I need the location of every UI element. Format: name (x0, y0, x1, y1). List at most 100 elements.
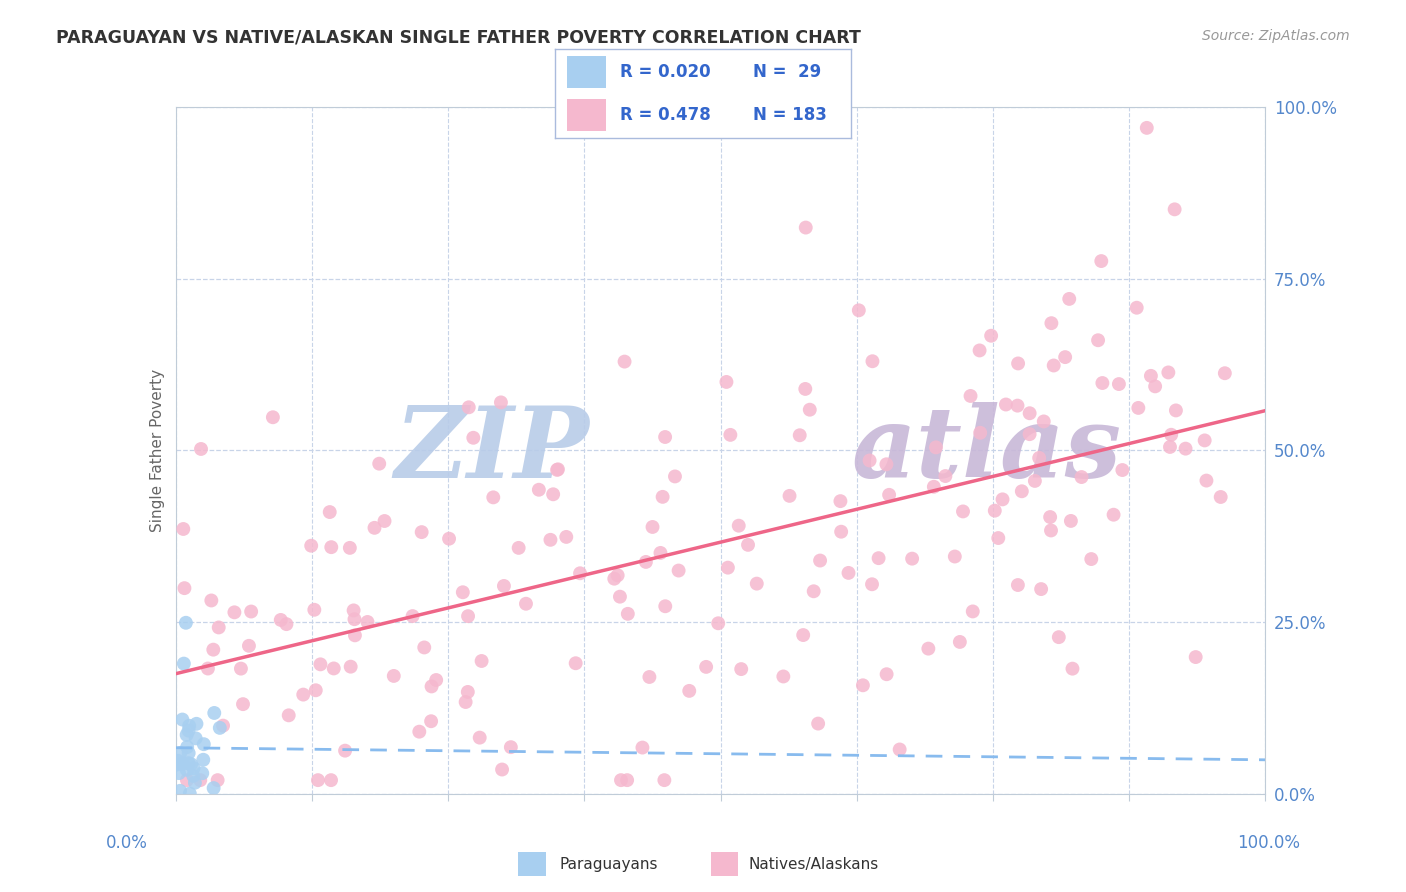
Text: Natives/Alaskans: Natives/Alaskans (748, 857, 879, 871)
Text: ZIP: ZIP (395, 402, 591, 499)
Point (792, 628, 814, 642)
Point (634, 555, 657, 569)
Point (794, 382, 817, 396)
Point (984, 503, 1007, 517)
Point (1144, 379, 1167, 393)
Point (411, 525, 433, 540)
Point (165, 757, 187, 772)
Point (1042, 359, 1064, 373)
Point (848, 303, 870, 318)
Point (292, 688, 315, 702)
Point (925, 441, 948, 455)
Point (373, 514, 395, 528)
Point (508, 541, 530, 555)
Point (1128, 401, 1150, 415)
Point (943, 549, 966, 564)
Point (876, 667, 898, 681)
Point (408, 724, 430, 739)
Point (299, 539, 322, 553)
Point (555, 530, 578, 544)
Point (668, 564, 690, 578)
Point (858, 453, 880, 467)
Point (1040, 316, 1063, 330)
Point (232, 697, 254, 711)
Point (193, 753, 215, 767)
Point (737, 538, 759, 552)
Point (343, 612, 366, 626)
Point (1024, 474, 1046, 488)
Point (191, 766, 214, 780)
Point (343, 628, 366, 642)
Point (173, 657, 195, 671)
Point (717, 560, 740, 574)
Point (1054, 350, 1077, 364)
Point (188, 773, 211, 788)
Point (382, 669, 405, 683)
Point (1007, 356, 1029, 370)
Point (172, 756, 194, 771)
Point (1108, 377, 1130, 392)
Point (193, 737, 215, 751)
Point (901, 551, 924, 566)
Point (277, 708, 299, 723)
Point (707, 616, 730, 631)
Point (772, 669, 794, 683)
Bar (567, 56, 606, 88)
Point (177, 746, 200, 760)
Point (177, 756, 200, 771)
Point (180, 757, 202, 772)
Point (949, 635, 972, 649)
Point (451, 585, 474, 599)
Point (309, 657, 332, 672)
Point (609, 590, 631, 604)
Point (922, 480, 945, 494)
Text: N =  29: N = 29 (754, 63, 821, 81)
Point (172, 522, 194, 536)
Point (305, 683, 328, 698)
Point (638, 670, 661, 684)
Point (616, 773, 638, 788)
Point (969, 343, 991, 358)
Point (262, 410, 284, 425)
Point (176, 763, 198, 777)
Point (987, 531, 1010, 545)
Point (808, 553, 831, 567)
Point (515, 597, 537, 611)
Point (862, 354, 884, 368)
Bar (517, 853, 546, 876)
Text: atlas: atlas (852, 402, 1122, 499)
Point (789, 428, 811, 442)
Point (1047, 630, 1070, 644)
Point (457, 685, 479, 699)
Point (969, 425, 991, 440)
Point (610, 773, 633, 788)
Text: Source: ZipAtlas.com: Source: ZipAtlas.com (1202, 29, 1350, 43)
Point (1062, 662, 1084, 676)
Point (322, 661, 344, 675)
Point (546, 463, 568, 477)
Point (179, 787, 201, 801)
Point (169, 784, 191, 798)
Point (934, 469, 956, 483)
Bar (567, 99, 606, 131)
Point (229, 662, 252, 676)
Text: R = 0.478: R = 0.478 (620, 106, 711, 124)
Point (1213, 366, 1236, 380)
Point (176, 739, 198, 754)
Point (875, 457, 897, 471)
Point (413, 640, 436, 655)
Point (173, 581, 195, 595)
Point (1163, 202, 1185, 217)
Point (1091, 376, 1114, 390)
Point (1209, 490, 1232, 504)
Point (183, 761, 205, 775)
Y-axis label: Single Father Poverty: Single Father Poverty (149, 369, 165, 532)
Point (994, 397, 1017, 411)
Point (1032, 414, 1054, 428)
Point (716, 375, 738, 389)
Point (1102, 508, 1125, 522)
Point (1039, 510, 1062, 524)
Point (401, 609, 423, 624)
Point (664, 469, 686, 483)
Point (541, 487, 564, 501)
